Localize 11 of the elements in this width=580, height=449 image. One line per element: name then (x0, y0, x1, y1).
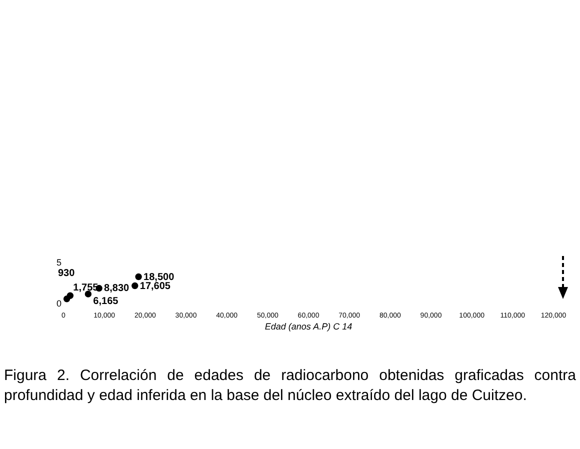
annotation: 8,830 (104, 283, 130, 294)
annotation: 17,605 (140, 280, 171, 292)
point (66, 292, 74, 299)
annotation: 930 (58, 268, 75, 279)
text: Figura 2. Correlación de edades de radiocarbono obtenidas graficadas contra profundidad y edad inferida en la base del núcleo extraído del lago de Cuitzeo. (4, 366, 576, 406)
x-axis-title: Edad (anos A.P) C 14 (264, 322, 352, 332)
annotation: 6,165 (93, 296, 119, 307)
point (132, 282, 138, 290)
y-tick-label: 5 (56, 258, 62, 268)
annotation: 18,500 (144, 272, 175, 283)
point (135, 273, 142, 280)
